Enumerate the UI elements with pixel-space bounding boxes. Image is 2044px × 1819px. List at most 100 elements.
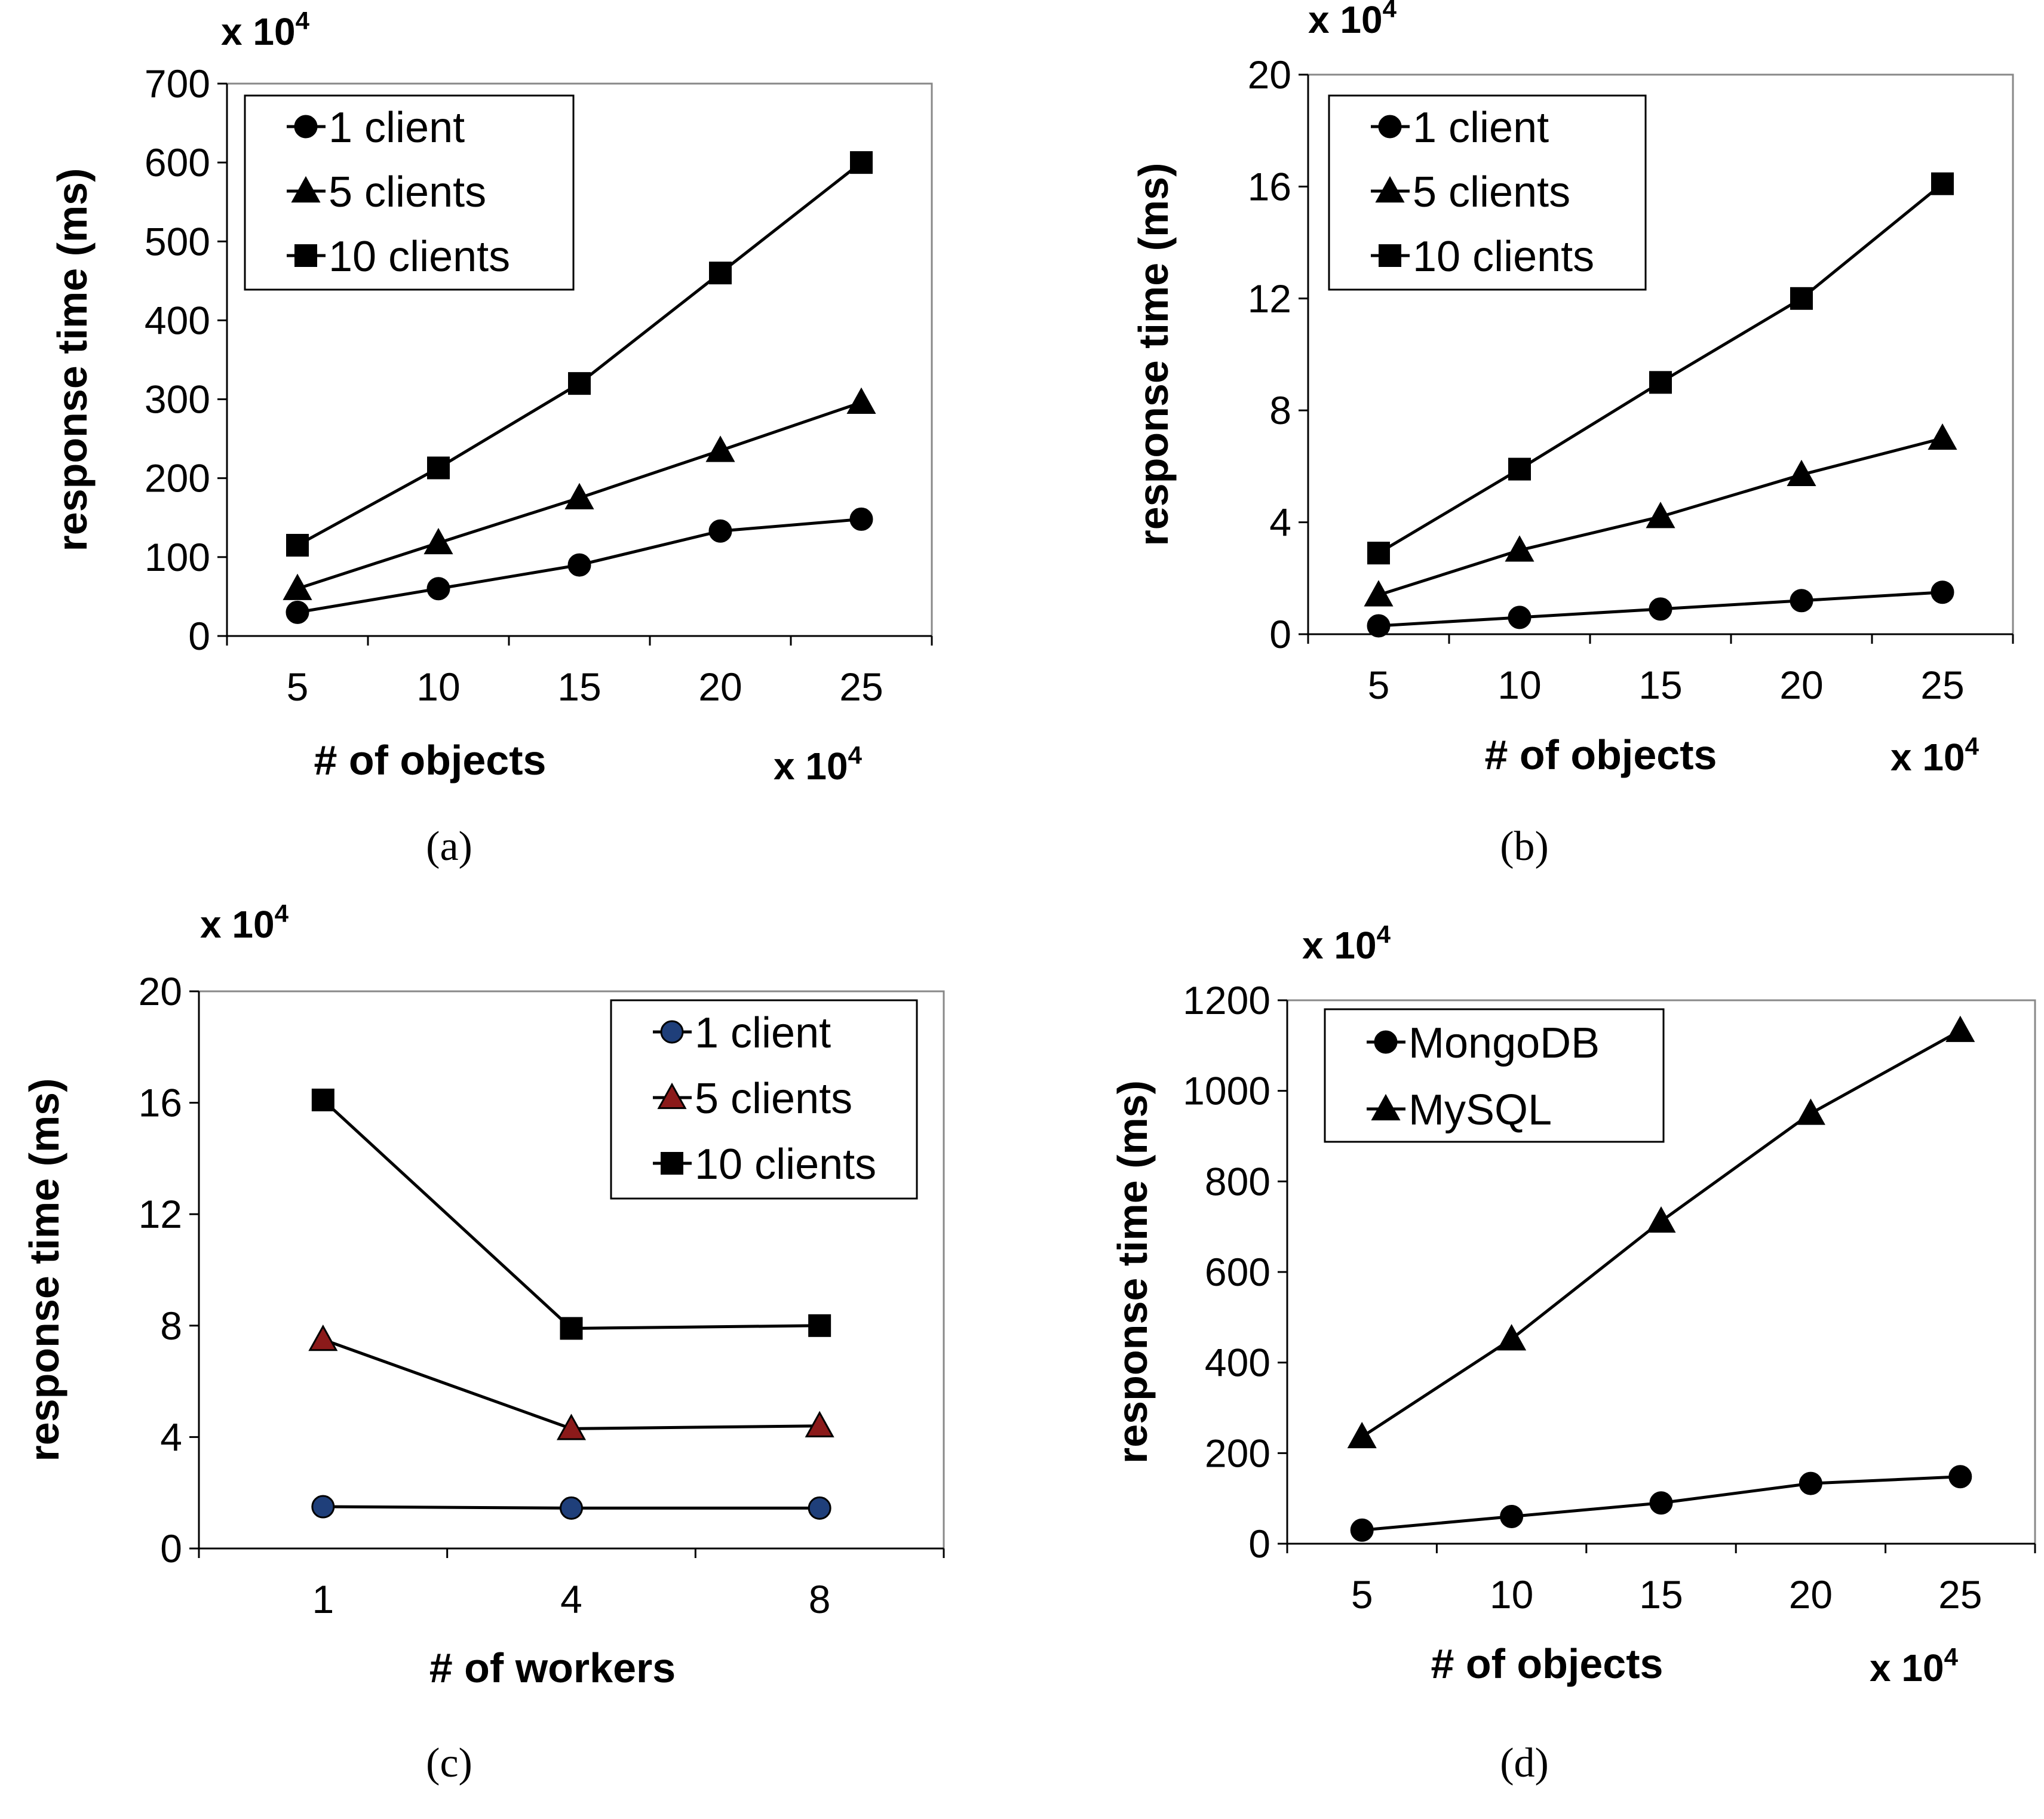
legend-marker (661, 1152, 683, 1175)
legend-marker (294, 244, 317, 267)
data-point (1350, 1518, 1374, 1542)
data-point (705, 435, 735, 462)
x-tick-label: 20 (1789, 1572, 1833, 1617)
y-tick-label: 300 (145, 377, 210, 422)
data-point (286, 534, 309, 557)
data-point (1790, 287, 1813, 310)
x-tick-label: 25 (1920, 663, 1964, 707)
x-multiplier: x 104 (1890, 732, 1979, 779)
x-multiplier-exponent: 4 (1965, 732, 1979, 760)
y-axis-title: response time (ms) (1109, 1080, 1156, 1464)
data-point (567, 553, 591, 577)
data-point (1364, 580, 1394, 607)
data-point (1347, 1421, 1377, 1449)
x-tick-label: 10 (1497, 663, 1541, 707)
data-point (808, 1314, 831, 1337)
data-point (311, 1088, 334, 1111)
y-axis-title: response time (ms) (21, 1079, 67, 1462)
x-tick-label: 15 (1639, 1572, 1683, 1617)
y-tick-label: 200 (145, 456, 210, 500)
x-tick-label: 5 (1368, 663, 1390, 707)
legend-marker (1375, 176, 1405, 203)
data-point (1799, 1471, 1822, 1495)
data-point (423, 527, 453, 555)
y-multiplier-base: x 10 (1302, 924, 1377, 967)
y-multiplier-exponent: 4 (275, 899, 289, 927)
y-multiplier: x 104 (1302, 920, 1391, 967)
y-multiplier: x 104 (221, 7, 310, 53)
chart-panel-a: 0 100 200 300 400 500 600 700 5 10 15 20 25 response … (49, 7, 933, 869)
x-multiplier-base: x 10 (1890, 736, 1965, 779)
data-point (708, 519, 732, 543)
y-tick-label: 0 (188, 614, 210, 658)
x-multiplier: x 104 (774, 741, 863, 788)
x-tick-label: 10 (1490, 1572, 1533, 1617)
data-point (427, 456, 450, 480)
legend-label: 5 clients (695, 1075, 852, 1123)
data-point (564, 483, 594, 509)
data-point (1646, 1206, 1676, 1233)
chart-panel-b: 0 4 8 12 16 20 5 10 15 20 25 response time (ms) # of… (1130, 0, 2014, 869)
data-point (808, 1496, 831, 1520)
data-point (1931, 580, 1954, 604)
legend-label: 10 clients (329, 233, 510, 281)
x-multiplier-base: x 10 (774, 745, 848, 788)
legend-marker (1378, 115, 1402, 139)
data-point (1367, 542, 1390, 565)
data-point (560, 1496, 583, 1520)
legend-marker (291, 176, 321, 203)
x-tick-label: 10 (416, 665, 460, 709)
data-point (560, 1317, 583, 1340)
legend-label: MongoDB (1408, 1019, 1600, 1067)
y-multiplier-exponent: 4 (1377, 920, 1391, 948)
y-tick-label: 16 (139, 1081, 182, 1125)
y-multiplier: x 104 (200, 899, 289, 946)
y-multiplier-base: x 10 (200, 903, 275, 946)
y-tick-label: 0 (160, 1526, 182, 1571)
y-tick-label: 4 (160, 1415, 182, 1459)
x-tick-label: 15 (557, 665, 601, 709)
x-axis-title: # of objects (1485, 732, 1717, 778)
y-multiplier: x 104 (1308, 0, 1397, 41)
data-point (311, 1495, 335, 1519)
data-point (1649, 597, 1672, 621)
panel-caption: (c) (426, 1740, 472, 1786)
legend-marker (1374, 1030, 1398, 1054)
data-point (568, 372, 591, 395)
legend-label: 10 clients (695, 1141, 876, 1188)
x-multiplier: x 104 (1870, 1643, 1959, 1689)
y-tick-label: 800 (1205, 1159, 1270, 1203)
legend-label: 1 client (695, 1009, 831, 1057)
y-tick-label: 1200 (1183, 978, 1270, 1022)
y-tick-label: 12 (1248, 276, 1291, 321)
data-point (1931, 172, 1954, 195)
x-tick-label: 15 (1638, 663, 1682, 707)
data-point (1928, 423, 1957, 450)
y-multiplier-base: x 10 (1308, 0, 1383, 41)
y-tick-label: 400 (145, 298, 210, 342)
y-tick-label: 600 (145, 140, 210, 185)
x-tick-label: 4 (560, 1577, 582, 1621)
y-tick-label: 0 (1248, 1522, 1270, 1566)
y-multiplier-base: x 10 (221, 10, 296, 53)
legend-marker (657, 1082, 687, 1110)
legend-label: 1 client (329, 104, 465, 152)
data-point (1505, 535, 1534, 562)
x-tick-label: 5 (1351, 1572, 1373, 1617)
y-axis-title: response time (ms) (1130, 163, 1177, 546)
y-tick-label: 0 (1269, 612, 1291, 656)
panel-caption: (a) (426, 824, 472, 869)
data-point (1497, 1324, 1527, 1351)
y-tick-label: 12 (139, 1192, 182, 1236)
y-tick-label: 16 (1248, 164, 1291, 208)
x-multiplier-exponent: 4 (848, 741, 863, 769)
y-tick-label: 8 (160, 1304, 182, 1348)
x-tick-label: 1 (312, 1577, 334, 1621)
y-axis-title: response time (ms) (49, 168, 96, 552)
y-tick-label: 100 (145, 535, 210, 579)
legend-marker (1379, 244, 1401, 267)
x-multiplier-exponent: 4 (1944, 1643, 1959, 1671)
panel-caption: (d) (1500, 1740, 1549, 1786)
x-axis-title: # of objects (1431, 1640, 1664, 1687)
